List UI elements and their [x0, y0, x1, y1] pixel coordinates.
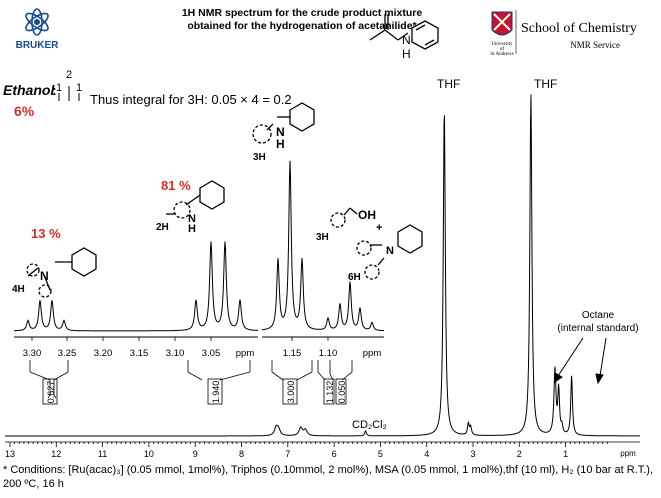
univ-small-1: University: [491, 42, 513, 47]
integral-brackets: [29, 360, 353, 405]
inset-right-n: N: [276, 125, 285, 139]
ethanol-percent: 6%: [14, 103, 35, 119]
x-tick-label: 1: [563, 449, 568, 459]
inset-left-n: N: [40, 269, 49, 283]
x-tick-label: 8: [239, 449, 244, 459]
inset-left-4h: 4H: [12, 284, 25, 295]
univ-small-2: of: [500, 47, 505, 52]
inset-right-3h-oh: 3H: [316, 232, 329, 243]
x-tick-label: 7: [285, 449, 290, 459]
integral-value-1132: 1.132: [325, 381, 335, 404]
integral-value-3000: 3.000: [286, 381, 296, 404]
octane-label-1: Octane: [582, 310, 615, 321]
inset-right-n2: N: [386, 245, 394, 257]
inset-left-tick-label: 3.30: [23, 348, 42, 359]
integral-value-left: 0.627: [46, 381, 56, 404]
inset-mid-n: N: [188, 213, 196, 225]
inset-right-tick-label: ppm: [363, 348, 382, 359]
ethanol-integral-note: Thus integral for 3H: 0.05 × 4 = 0.2: [90, 92, 292, 107]
x-tick-label: 10: [144, 449, 154, 459]
ethanol-colon: :: [52, 82, 57, 98]
ethanol-label: Ethanol: [3, 82, 55, 98]
footnote-line-2: 200 ºC, 16 h: [3, 478, 64, 490]
structure-n: N: [402, 33, 411, 47]
inset-left-tick-label: 3.25: [58, 348, 77, 359]
inset-right-6h: 6H: [348, 272, 361, 283]
x-tick-label: 11: [98, 449, 107, 459]
x-tick-label: 12: [51, 449, 61, 459]
integral-value-0050: 0.050: [337, 381, 347, 404]
inset-left-tick-label: 3.15: [130, 348, 149, 359]
inset-left-tick-label: 3.10: [166, 348, 185, 359]
x-tick-label: 2: [517, 449, 522, 459]
school-name: School of Chemistry: [521, 21, 637, 36]
nmr-service: NMR Service: [570, 40, 620, 50]
x-tick-label: 13: [5, 449, 15, 459]
acetanilide-structure: [369, 14, 439, 50]
main-spectrum: [5, 94, 640, 437]
bruker-logo-text: BRUKER: [16, 40, 60, 51]
x-tick-label: 3: [470, 449, 475, 459]
inset-left-tick-label: 3.20: [94, 348, 113, 359]
multiplet-one-a: 1: [56, 82, 62, 94]
molecule-sketches: [26, 102, 423, 298]
inset-left-axis: [31, 337, 212, 341]
x-tick-label: 6: [332, 449, 337, 459]
inset-right-3h-top: 3H: [253, 152, 266, 163]
thf-label-left: THF: [437, 77, 460, 91]
multiplet-one-b: 1: [76, 82, 82, 94]
inset-right-axis: [291, 337, 329, 341]
inset-right-plus: +: [376, 222, 382, 234]
inset-right-h: H: [276, 137, 285, 151]
inset-mid-percent: 81 %: [161, 178, 191, 193]
title-line-1: 1H NMR spectrum for the crude product mi…: [181, 7, 423, 19]
octane-arrows: [554, 337, 607, 385]
x-tick-label: 5: [378, 449, 383, 459]
x-tick-label: 4: [424, 449, 429, 459]
integral-value-mid: 1.940: [211, 381, 221, 404]
octane-label-2: (internal standard): [557, 323, 638, 334]
structure-h: H: [402, 47, 411, 61]
inset-right-spectrum: [261, 160, 384, 338]
inset-left-percent: 13 %: [31, 226, 61, 241]
x-axis: [5, 441, 640, 447]
inset-left-tick-label: 3.05: [202, 348, 221, 359]
x-axis-unit: ppm: [620, 449, 636, 458]
cd2cl2-label: CD₂Cl₂: [352, 419, 387, 431]
inset-left-spectrum: [14, 241, 258, 338]
x-tick-label: 9: [193, 449, 198, 459]
footnote-line-1: * Conditions: [Ru(acac)₃] (0.05 mmol, 1m…: [3, 464, 653, 476]
title-line-2: obtained for the hydrogenation of acetan…: [187, 20, 417, 32]
footnote: * Conditions: [Ru(acac)₃] (0.05 mmol, 1m…: [3, 463, 658, 491]
thf-label-right: THF: [534, 77, 557, 91]
bruker-logo: BRUKER: [16, 8, 60, 51]
ethanol-multiplet-sketch: [58, 86, 80, 101]
inset-mid-h: H: [188, 223, 196, 235]
st-andrews-crest: [491, 10, 517, 54]
univ-small-3: St Andrews: [490, 52, 513, 57]
inset-right-tick-label: 1.10: [319, 348, 338, 359]
inset-mid-2h: 2H: [156, 222, 169, 233]
inset-left-tick-label: ppm: [236, 348, 255, 359]
inset-right-tick-label: 1.15: [283, 348, 302, 359]
multiplet-top: 2: [66, 69, 72, 81]
inset-right-oh: OH: [358, 208, 376, 222]
